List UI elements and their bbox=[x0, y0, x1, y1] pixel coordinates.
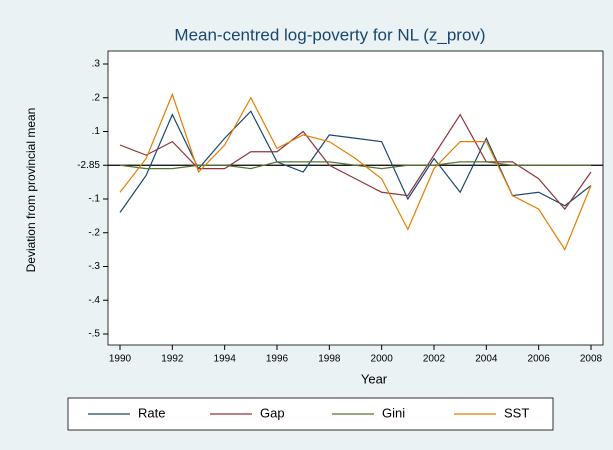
x-tick-label: 1992 bbox=[161, 354, 184, 365]
y-tick-label: -.1 bbox=[88, 194, 100, 205]
legend-label: Gap bbox=[260, 405, 285, 420]
x-tick-label: 1996 bbox=[266, 354, 289, 365]
x-tick-label: 1994 bbox=[214, 354, 237, 365]
series-line bbox=[119, 161, 591, 170]
x-tick-label: 2008 bbox=[580, 354, 603, 365]
x-axis-label: Year bbox=[361, 371, 388, 386]
legend-label: Gini bbox=[382, 405, 405, 420]
y-tick-label: -2.85 bbox=[77, 160, 100, 171]
y-tick-label: -.3 bbox=[88, 261, 100, 272]
x-tick-label: 2000 bbox=[371, 354, 394, 365]
x-tick-label: 2006 bbox=[528, 354, 551, 365]
chart-title: Mean-centred log-poverty for NL (z_prov) bbox=[174, 25, 485, 44]
legend-label: Rate bbox=[138, 405, 165, 420]
series-line bbox=[119, 113, 592, 211]
plot-area bbox=[107, 50, 604, 346]
x-tick-label: 2002 bbox=[423, 354, 446, 365]
y-tick-label: -.2 bbox=[88, 227, 100, 238]
x-tick-label: 1998 bbox=[318, 354, 341, 365]
legend-label: SST bbox=[504, 405, 529, 420]
x-tick-label: 2004 bbox=[475, 354, 498, 365]
y-tick-label: -.4 bbox=[88, 295, 100, 306]
y-axis-label: Deviation from provincial mean bbox=[24, 108, 38, 273]
series-line bbox=[119, 92, 592, 251]
y-tick-label: .1 bbox=[92, 126, 101, 137]
x-tick-label: 1990 bbox=[109, 354, 132, 365]
y-tick-label: .2 bbox=[92, 92, 101, 103]
y-tick-label: -.5 bbox=[88, 329, 100, 340]
y-tick-label: .3 bbox=[92, 59, 101, 70]
